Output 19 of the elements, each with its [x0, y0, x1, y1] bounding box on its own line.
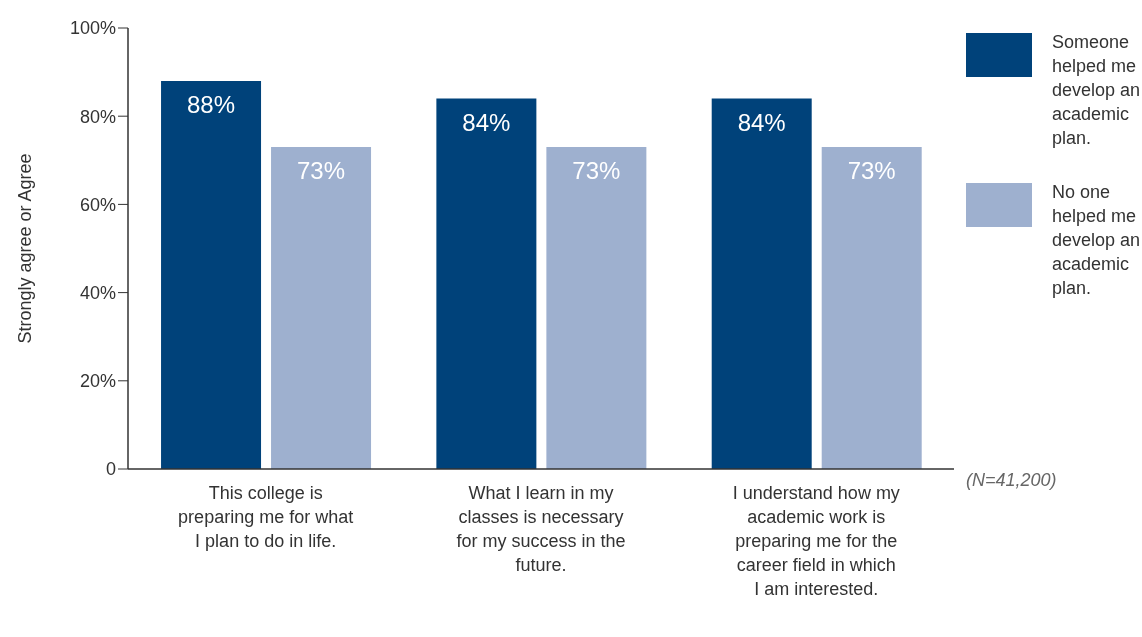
- data-label: 73%: [297, 157, 346, 185]
- y-tick-label: 80%: [79, 106, 116, 127]
- x-tick-label: What I learn in my classes is necessary for my success in the future.: [456, 483, 626, 575]
- data-label: 88%: [187, 90, 236, 118]
- y-axis-title: Strongly agree or Agree: [15, 153, 36, 344]
- y-tick-label: 100%: [69, 18, 116, 39]
- x-tick-label: This college is preparing me for what I plan to do in life.: [178, 483, 354, 551]
- x-tick-label: I understand how my academic work is preparing me for the career field in which I am interested.: [732, 483, 900, 599]
- data-label: 84%: [737, 108, 786, 136]
- text: Someone helped me develop an academic plan.: [1052, 31, 1142, 150]
- y-tick-label: 40%: [79, 282, 116, 303]
- y-tick-label: 60%: [79, 194, 116, 215]
- y-tick-label: 20%: [79, 371, 116, 392]
- data-label: 84%: [462, 108, 511, 136]
- text: No one helped me develop an academic plan.: [1052, 181, 1142, 300]
- text: (N=41,200): [966, 470, 1057, 491]
- data-label: 73%: [847, 157, 896, 185]
- y-tick-label: 0: [105, 459, 116, 480]
- data-label: 73%: [572, 157, 621, 185]
